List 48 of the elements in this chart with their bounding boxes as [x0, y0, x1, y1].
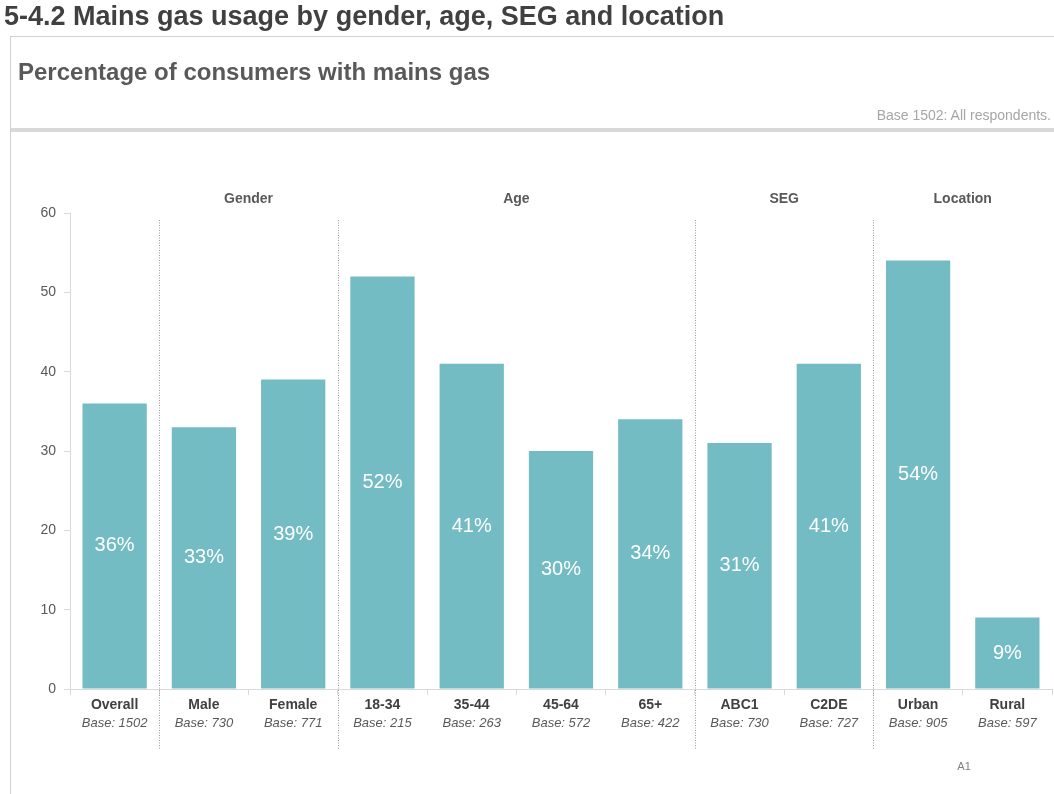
data-label: 41%: [451, 513, 492, 536]
x-tick-label: Male Base: 730: [174, 695, 234, 730]
bar: [885, 260, 951, 689]
y-tick-label: 0: [48, 679, 57, 696]
chart-subtitle: Percentage of consumers with mains gas: [18, 58, 491, 86]
data-label: 34%: [630, 541, 671, 564]
x-tick-label: Urban Base: 905: [888, 695, 949, 730]
bar: [171, 427, 237, 689]
data-label: 30%: [540, 557, 582, 580]
x-tick-label: C2DE Base: 727: [799, 695, 859, 730]
data-label: 33%: [183, 545, 225, 568]
x-tick-label: 35-44 Base: 263: [442, 695, 502, 730]
data-label: 39%: [273, 521, 314, 544]
x-tick-label: 45-64 Base: 572: [531, 695, 592, 730]
chart-title: 5-4.2 Mains gas usage by gender, age, SEG and location: [4, 0, 725, 32]
y-tick-label: 30: [40, 441, 57, 458]
x-tick-label: 65+ Base: 422: [621, 695, 681, 730]
data-label: 36%: [94, 533, 135, 556]
bar: [618, 419, 683, 689]
data-label: 31%: [719, 553, 760, 576]
text: Base 1502: All respondents.: [876, 106, 1051, 124]
data-label: 52%: [362, 470, 403, 492]
text: SEG: [769, 189, 800, 206]
y-tick-label: 40: [40, 362, 57, 379]
data-label: 54%: [898, 462, 939, 485]
bar: [528, 451, 594, 689]
text: Gender: [224, 189, 274, 206]
x-tick-label: ABC1 Base: 730: [710, 695, 770, 730]
data-label: 9%: [992, 640, 1023, 663]
y-tick-label: 50: [40, 283, 57, 300]
x-tick-label: Rural Base: 597: [978, 695, 1038, 730]
y-tick-label: 10: [40, 600, 57, 617]
y-tick-label: 20: [40, 521, 57, 538]
bar: [350, 276, 415, 689]
y-tick-label: 60: [40, 203, 57, 220]
x-tick-label: Female Base: 771: [263, 695, 323, 730]
bar: [796, 363, 861, 689]
text: A1: [957, 760, 971, 773]
bar: [975, 617, 1040, 689]
bar: [707, 443, 772, 689]
data-label: 41%: [808, 513, 850, 536]
bar: [261, 379, 326, 689]
text: Location: [933, 189, 992, 206]
x-tick-label: 18-34 Base: 215: [353, 695, 413, 730]
text: Age: [503, 189, 530, 206]
bar: [82, 403, 147, 689]
x-tick-label: Overall Base: 1502: [81, 695, 149, 730]
bar: [439, 363, 504, 689]
